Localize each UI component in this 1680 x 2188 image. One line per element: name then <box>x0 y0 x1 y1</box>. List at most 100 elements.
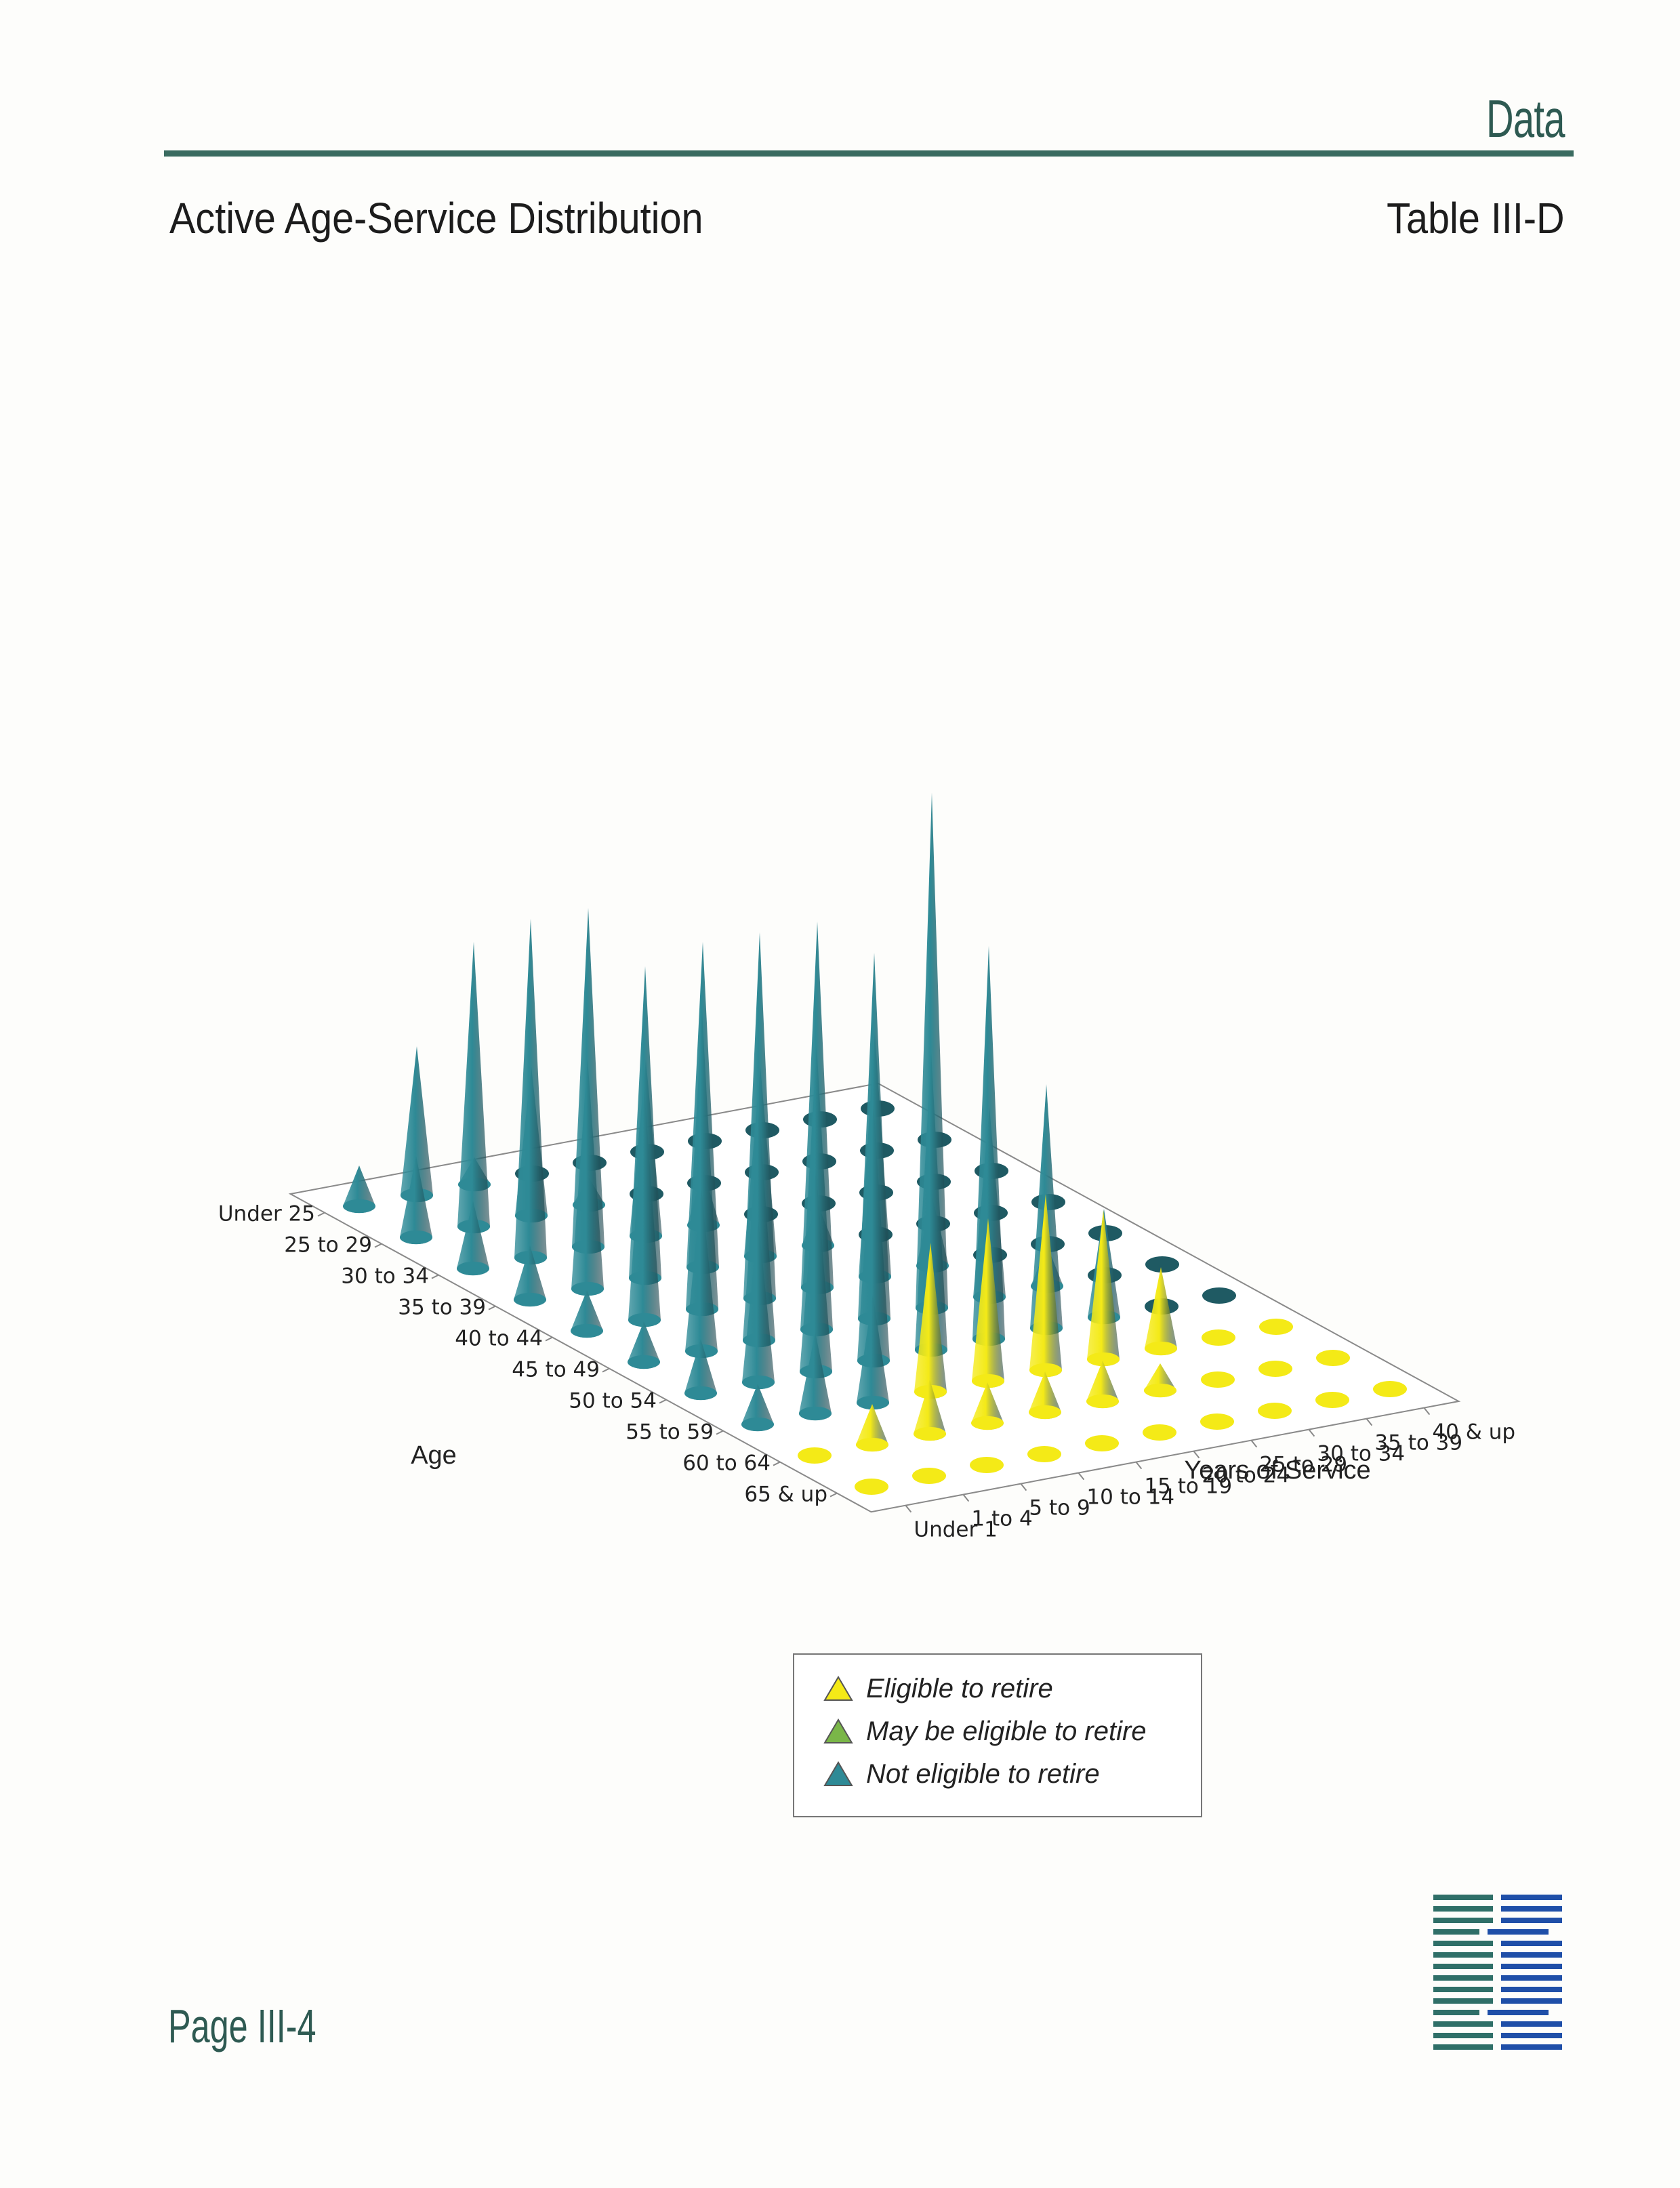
data-point <box>1143 1424 1176 1441</box>
cone-base <box>972 1374 1004 1388</box>
legend-item-not-eligible: Not eligible to retire <box>823 1755 1100 1793</box>
cone-base <box>400 1230 432 1245</box>
zero-marker <box>1085 1435 1119 1451</box>
age-tick-label: 35 to 39 <box>398 1296 486 1320</box>
cone-mark <box>684 1339 717 1401</box>
zero-marker <box>1373 1381 1407 1397</box>
cone-base <box>1087 1352 1120 1367</box>
cone-base <box>1029 1363 1062 1378</box>
data-point <box>1029 1194 1062 1378</box>
cone-base <box>684 1386 717 1401</box>
cone-mark <box>799 1332 832 1421</box>
legend-label: Not eligible to retire <box>866 1758 1100 1789</box>
data-point <box>742 1220 775 1390</box>
cone-base <box>742 1375 775 1390</box>
data-point <box>857 1294 889 1410</box>
triangle-green-icon <box>823 1718 853 1743</box>
cone-mark <box>914 1243 947 1399</box>
legend-label: Eligible to retire <box>866 1673 1053 1704</box>
cone-mark <box>972 946 1005 1346</box>
age-tick-label: 50 to 54 <box>569 1389 657 1413</box>
cone-base <box>343 1199 375 1214</box>
service-tick-label: 15 to 19 <box>1144 1474 1232 1499</box>
data-point <box>1027 1446 1061 1462</box>
cone-base <box>1086 1394 1119 1409</box>
triangle-teal-icon <box>823 1761 853 1786</box>
cone-mark <box>915 1052 947 1357</box>
service-tick-label: 20 to 24 <box>1202 1464 1290 1488</box>
data-point <box>1086 1361 1119 1409</box>
data-point <box>912 1468 946 1484</box>
page-title: Active Age-Service Distribution <box>169 194 703 243</box>
zero-marker <box>855 1479 888 1495</box>
data-point <box>1145 1267 1177 1356</box>
data-point <box>856 1404 888 1452</box>
data-point <box>514 1245 546 1307</box>
cone-base <box>741 1417 774 1432</box>
zero-marker <box>970 1457 1004 1473</box>
service-tick-label: 30 to 34 <box>1317 1442 1405 1466</box>
x-axis-title: Age <box>411 1441 457 1470</box>
zero-marker <box>1145 1256 1179 1273</box>
cone-mark <box>857 1103 890 1368</box>
data-point <box>1087 1210 1120 1367</box>
service-tick-label: 40 & up <box>1432 1420 1515 1445</box>
cone-mark <box>514 919 547 1265</box>
cone-mark <box>400 1156 432 1245</box>
age-tick-label: 25 to 29 <box>284 1233 372 1258</box>
zero-marker <box>1316 1350 1350 1366</box>
data-point <box>1202 1329 1235 1346</box>
service-tick-label: 10 to 14 <box>1086 1485 1174 1510</box>
data-point <box>1144 1363 1176 1398</box>
data-point <box>514 919 547 1265</box>
data-point <box>1201 1371 1235 1388</box>
cone-base <box>857 1395 889 1410</box>
cone-mark <box>571 1058 604 1296</box>
y-axis-title: Years of Service <box>1184 1456 1370 1485</box>
cone-base <box>457 1261 489 1276</box>
cone-mark <box>457 1201 489 1276</box>
cone-base <box>571 1281 604 1296</box>
service-tick-label: 25 to 29 <box>1259 1453 1347 1477</box>
data-point <box>1315 1392 1349 1408</box>
data-point <box>1202 1287 1236 1304</box>
data-point <box>1373 1381 1407 1397</box>
data-point <box>855 1479 888 1495</box>
data-point <box>914 1380 946 1441</box>
cone-mark <box>628 1090 661 1327</box>
data-point <box>1316 1350 1350 1366</box>
zero-marker <box>1200 1413 1234 1430</box>
data-point <box>1258 1361 1292 1377</box>
data-point <box>1145 1256 1179 1273</box>
zero-marker <box>1202 1329 1235 1346</box>
data-point <box>457 942 490 1234</box>
cone-base <box>514 1292 546 1307</box>
zero-marker <box>1027 1446 1061 1462</box>
cone-base <box>856 1437 888 1452</box>
data-point <box>571 1290 604 1338</box>
age-tick-label: 55 to 59 <box>626 1420 714 1445</box>
cone-base <box>971 1416 1004 1430</box>
cone-mark <box>457 942 490 1234</box>
data-point <box>1258 1403 1292 1419</box>
segal-logo-icon <box>1433 1895 1562 2050</box>
data-point <box>571 1058 604 1296</box>
cone-mark <box>1087 1210 1120 1367</box>
age-tick-label: Under 25 <box>218 1202 315 1226</box>
data-point <box>400 1156 432 1245</box>
service-tick-label: 5 to 9 <box>1029 1496 1090 1521</box>
page-number: Page III-4 <box>168 2000 316 2052</box>
zero-marker <box>1315 1392 1349 1408</box>
cone-mark <box>686 1011 718 1317</box>
service-tick-label: Under 1 <box>914 1518 997 1542</box>
cone-mark <box>743 932 776 1306</box>
chart-marks <box>343 793 1407 1495</box>
zero-marker <box>1201 1371 1235 1388</box>
cone-mark <box>1145 1267 1177 1356</box>
data-point <box>1029 1371 1061 1420</box>
cone-base <box>1144 1383 1176 1398</box>
zero-marker <box>1258 1403 1292 1419</box>
service-tick-label: 1 to 4 <box>971 1507 1032 1531</box>
